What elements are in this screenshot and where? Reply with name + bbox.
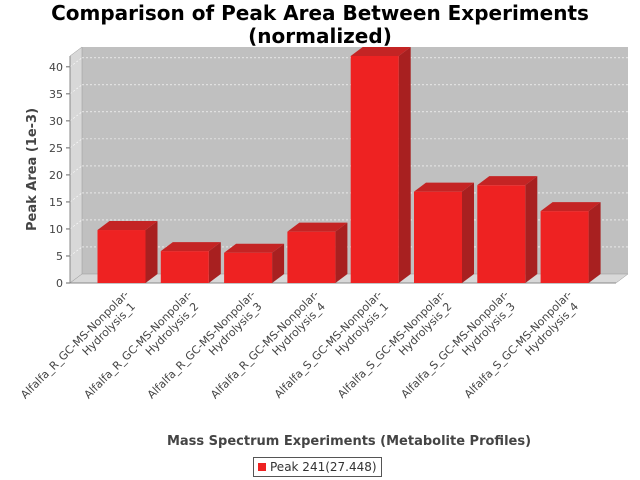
y-tick-label: 25: [49, 142, 63, 155]
y-tick-label: 20: [49, 169, 63, 182]
legend: Peak 241(27.448): [253, 457, 382, 477]
bar-side: [335, 222, 348, 283]
x-tick-label: Alfalfa_S_GC-MS-Nonpolar-Hydrolysis_2: [335, 288, 457, 410]
x-tick-label: Alfalfa_R_GC-MS-Nonpolar-Hydrolysis_4: [208, 288, 331, 411]
y-tick-label: 10: [49, 223, 63, 236]
bar-side: [588, 202, 601, 283]
plot-left-wall: [69, 46, 83, 284]
x-tick-label: Alfalfa_S_GC-MS-Nonpolar-Hydrolysis_1: [272, 288, 394, 410]
bar: [160, 251, 209, 283]
bar-top: [414, 182, 474, 192]
y-tick-label: 35: [49, 88, 63, 101]
gridline-side: [69, 57, 83, 68]
y-tick-label: 0: [56, 277, 63, 290]
bar: [97, 230, 146, 283]
bar: [540, 211, 589, 283]
gridline-side: [69, 138, 83, 149]
bar-side: [398, 47, 411, 283]
gridline-side: [69, 111, 83, 122]
gridline-side: [69, 192, 83, 203]
y-tick-label: 30: [49, 115, 63, 128]
bar-side: [208, 242, 221, 283]
y-tick-label: 40: [49, 61, 63, 74]
y-tick-label: 5: [56, 250, 63, 263]
bar-top: [287, 222, 348, 232]
chart-title-line1: Comparison of Peak Area Between Experime…: [51, 1, 589, 25]
bar-top: [350, 47, 411, 56]
bar-side: [525, 176, 538, 283]
bar-side: [462, 182, 474, 283]
gridline-side: [69, 246, 83, 257]
bar: [477, 185, 526, 283]
chart-title: Comparison of Peak Area Between Experime…: [0, 2, 640, 48]
bar: [287, 231, 336, 283]
x-tick-label: Alfalfa_S_GC-MS-Nonpolar-Hydrolysis_4: [462, 288, 584, 410]
chart-title-line2: (normalized): [248, 24, 392, 48]
x-tick-label: Alfalfa_S_GC-MS-Nonpolar-Hydrolysis_3: [398, 288, 520, 410]
bar: [224, 252, 273, 283]
x-tick-label: Alfalfa_R_GC-MS-Nonpolar-Hydrolysis_1: [18, 288, 141, 411]
bar-side: [145, 221, 158, 283]
bar-top: [97, 221, 158, 231]
legend-swatch: [258, 463, 266, 471]
bar-top: [540, 202, 601, 212]
bar-top: [477, 176, 538, 186]
bar-side: [272, 243, 285, 283]
gridline-side: [69, 219, 83, 230]
x-axis-title: Mass Spectrum Experiments (Metabolite Pr…: [167, 434, 531, 449]
legend-label: Peak 241(27.448): [270, 460, 377, 474]
gridline-side: [69, 165, 83, 176]
bar: [350, 56, 399, 283]
y-tick-label: 15: [49, 196, 63, 209]
y-axis-title: Peak Area (1e-3): [25, 108, 40, 231]
bar-top: [224, 243, 285, 253]
bar-top: [160, 242, 221, 252]
bar-chart: 0 5 10 15 20 25 30 35 40 Alfalfa_R_GC-MS-Nonpolar…: [18, 46, 629, 449]
bar: [414, 191, 462, 283]
x-tick-label: Alfalfa_R_GC-MS-Nonpolar-Hydrolysis_3: [145, 288, 268, 411]
x-tick-label: Alfalfa_R_GC-MS-Nonpolar-Hydrolysis_2: [82, 288, 205, 411]
gridline-side: [69, 84, 83, 95]
